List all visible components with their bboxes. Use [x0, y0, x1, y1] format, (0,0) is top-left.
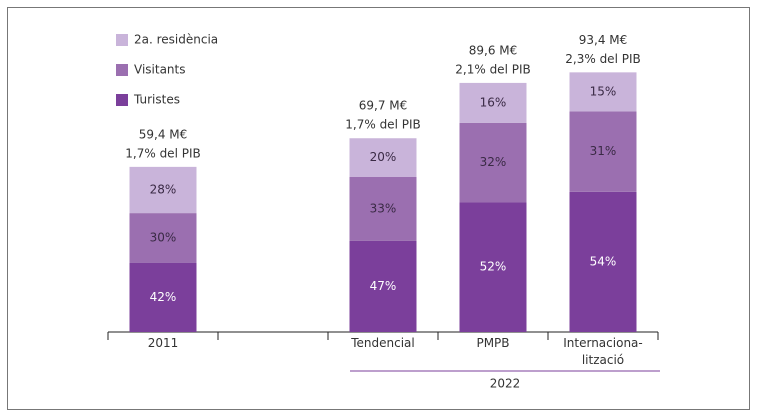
data-label: 52%	[480, 260, 507, 274]
frame	[7, 7, 750, 410]
bar-segment	[459, 202, 527, 332]
data-label: 42%	[150, 290, 177, 304]
bar-segment	[129, 262, 197, 332]
bar-segment	[569, 111, 637, 192]
bar-segment	[129, 166, 197, 214]
legend-label: Visitants	[134, 63, 186, 77]
data-label: 31%	[590, 144, 617, 158]
data-label: 30%	[150, 230, 177, 244]
legend-label: 2a. residència	[134, 33, 218, 47]
x-tick-label: Internaciona- lització	[563, 336, 643, 367]
total-label: 59,4 M€	[139, 127, 188, 141]
bar-segment	[349, 138, 417, 177]
bar-segment	[349, 240, 417, 332]
data-label: 16%	[480, 95, 507, 109]
data-label: 20%	[370, 150, 397, 164]
x-tick-label: Tendencial	[351, 336, 415, 350]
pib-label: 2,3% del PIB	[565, 52, 640, 66]
data-label: 47%	[370, 279, 397, 293]
bar-segment	[569, 191, 637, 332]
bar-segment	[459, 82, 527, 123]
data-label: 32%	[480, 155, 507, 169]
total-label: 89,6 M€	[469, 43, 518, 57]
data-label: 33%	[370, 201, 397, 215]
bar-segment	[459, 122, 527, 203]
bar-segment	[129, 213, 197, 263]
legend-swatch	[116, 64, 128, 76]
data-label: 28%	[150, 182, 177, 196]
pib-label: 1,7% del PIB	[125, 146, 200, 160]
x-tick-label: PMPB	[476, 336, 510, 350]
pib-label: 1,7% del PIB	[345, 118, 420, 132]
total-label: 69,7 M€	[359, 99, 408, 113]
legend-label: Turistes	[133, 93, 180, 107]
bar-segment	[569, 72, 637, 112]
x-tick-label: 2011	[147, 336, 179, 350]
data-label: 54%	[590, 254, 617, 268]
group-label: 2022	[490, 377, 521, 391]
legend-swatch	[116, 34, 128, 46]
pib-label: 2,1% del PIB	[455, 62, 530, 76]
bar-segment	[349, 176, 417, 241]
legend-swatch	[116, 94, 128, 106]
total-label: 93,4 M€	[579, 33, 628, 47]
data-label: 15%	[590, 84, 617, 98]
